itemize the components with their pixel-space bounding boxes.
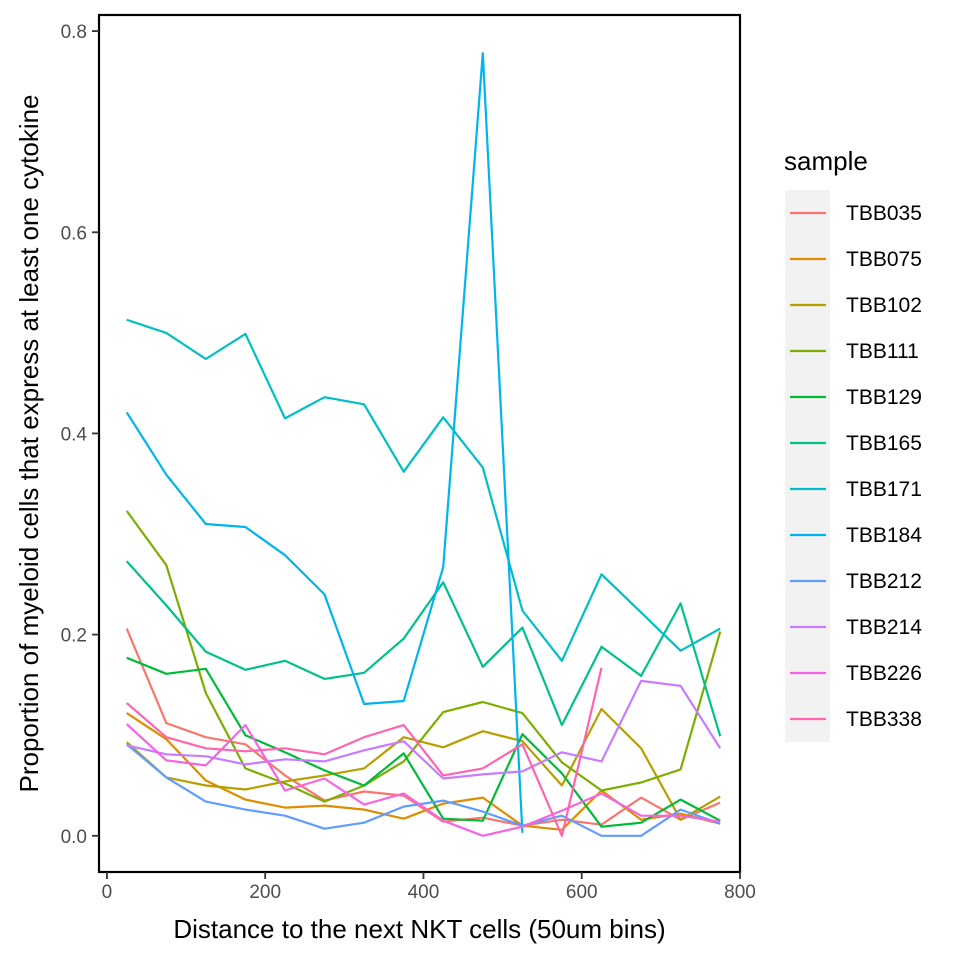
x-tick-label: 0 xyxy=(102,882,113,903)
series-line-tbb171 xyxy=(126,318,721,662)
series-line-tbb165 xyxy=(125,560,722,737)
legend-label-tbb075: TBB075 xyxy=(846,248,922,271)
series-line-tbb102 xyxy=(125,707,721,821)
series-line-tbb212 xyxy=(125,743,721,837)
y-axis: 0.0 0.2 0.4 0.6 0.8 xyxy=(61,22,99,848)
legend-label-tbb035: TBB035 xyxy=(846,202,922,225)
legend-label-tbb184: TBB184 xyxy=(846,524,922,547)
legend-title: sample xyxy=(784,146,868,176)
y-tick-label: 0.8 xyxy=(61,22,87,43)
series-line-tbb111 xyxy=(125,510,722,803)
series-line-tbb338 xyxy=(125,667,603,837)
x-axis-title: Distance to the next NKT cells (50um bin… xyxy=(173,914,665,944)
x-axis: 0 200 400 600 800 xyxy=(102,872,756,903)
x-tick-label: 600 xyxy=(566,882,598,903)
legend: TBB035 TBB075 TBB102 TBB111 TBB129 TBB165 TBB1… xyxy=(785,190,922,742)
y-tick-label: 0.4 xyxy=(61,424,88,445)
legend-label-tbb111: TBB111 xyxy=(846,340,919,363)
series-line-tbb214 xyxy=(126,679,722,780)
y-tick-label: 0.6 xyxy=(61,223,87,244)
legend-label-tbb171: TBB171 xyxy=(846,478,922,501)
y-tick-label: 0.2 xyxy=(61,626,87,647)
series-line-tbb035 xyxy=(125,628,721,827)
x-tick-label: 800 xyxy=(724,882,756,903)
legend-label-tbb338: TBB338 xyxy=(846,708,922,731)
x-tick-label: 400 xyxy=(408,882,440,903)
y-axis-title: Proportion of myeloid cells that express… xyxy=(14,94,44,792)
y-tick-label: 0.0 xyxy=(61,827,87,848)
legend-label-tbb129: TBB129 xyxy=(846,386,922,409)
legend-label-tbb226: TBB226 xyxy=(846,662,922,685)
legend-key-background xyxy=(785,190,830,742)
legend-label-tbb165: TBB165 xyxy=(846,432,922,455)
legend-label-tbb102: TBB102 xyxy=(846,294,922,317)
legend-label-tbb214: TBB214 xyxy=(846,616,922,639)
x-tick-label: 200 xyxy=(249,882,281,903)
legend-label-tbb212: TBB212 xyxy=(846,570,922,593)
series-layer xyxy=(125,52,722,837)
plot-panel-border xyxy=(97,13,742,874)
series-line-tbb226 xyxy=(125,723,721,837)
series-line-tbb184 xyxy=(125,52,524,833)
series-line-tbb129 xyxy=(126,656,721,828)
